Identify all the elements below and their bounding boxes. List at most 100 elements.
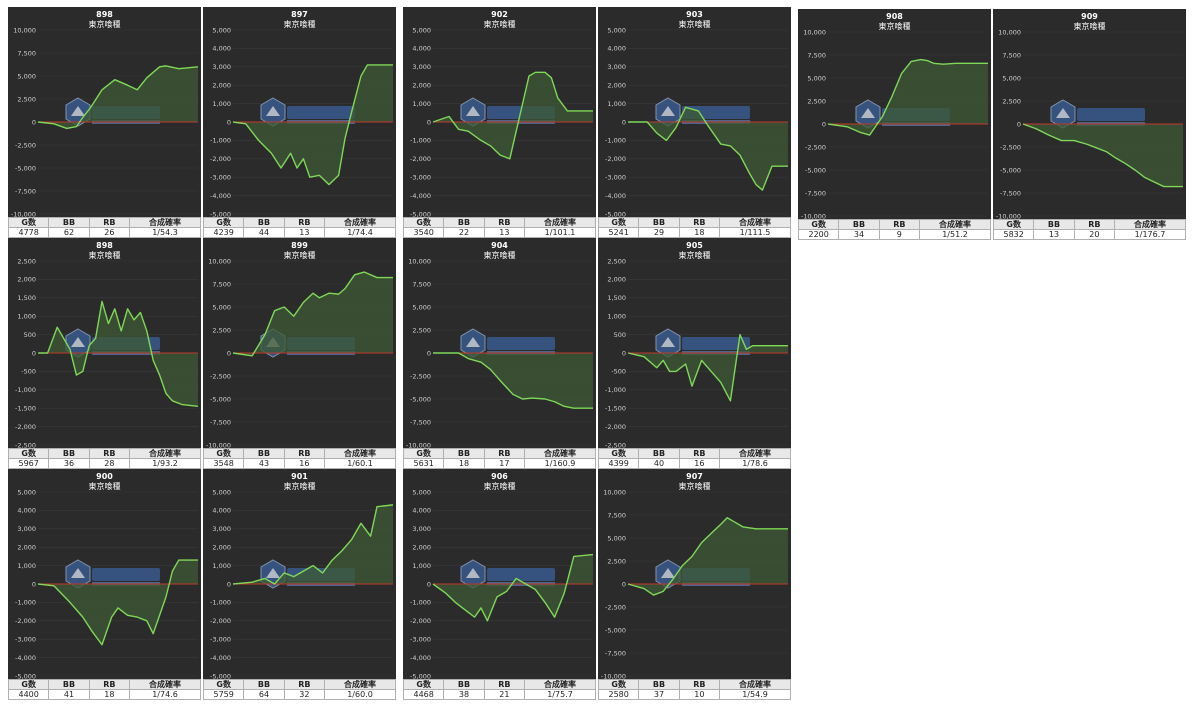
machine-number: 902 — [491, 10, 508, 19]
y-tick-label: -5,000 — [210, 672, 231, 679]
machine-name: 東京喰種 — [284, 250, 316, 260]
rb-value: 10 — [678, 689, 721, 700]
y-tick-label: 0 — [1017, 120, 1021, 128]
g-value: 5631 — [402, 458, 445, 469]
series-area — [433, 353, 593, 409]
y-tick-label: 5,000 — [17, 72, 36, 80]
series-area — [233, 504, 393, 584]
bb-value: 13 — [1033, 229, 1075, 240]
y-tick-label: -1,000 — [15, 386, 36, 394]
chart-panel: 898 東京喰種 10,000 7,500 5,000 2,500 0 -2,500 -5,00… — [7, 7, 201, 238]
bb-header: BB — [243, 448, 285, 459]
y-tick-label: 1,000 — [17, 313, 36, 321]
g-header: G数 — [7, 448, 50, 459]
rb-value: 32 — [283, 689, 326, 700]
series-area — [628, 334, 788, 401]
y-tick-label: -1,500 — [15, 405, 36, 413]
y-tick-label: -10,000 — [996, 212, 1021, 219]
chart-panel: 906 東京喰種 5,000 4,000 3,000 2,000 1,000 0 -1,000 -… — [402, 469, 596, 700]
bb-value: 34 — [838, 229, 880, 240]
bb-header: BB — [1033, 219, 1075, 230]
g-header: G数 — [597, 679, 640, 690]
bb-header: BB — [838, 219, 880, 230]
chart-panel: 900 東京喰種 5,000 4,000 3,000 2,000 1,000 0 -1,000 -… — [7, 469, 201, 700]
bb-value: 38 — [443, 689, 485, 700]
y-tick-label: -7,500 — [805, 189, 826, 197]
y-tick-label: 3,000 — [607, 63, 626, 71]
y-tick-label: 3,000 — [412, 63, 431, 71]
rb-value: 16 — [678, 458, 721, 469]
y-tick-label: -5,000 — [805, 166, 826, 174]
series-area — [628, 517, 788, 596]
rb-value: 21 — [483, 689, 526, 700]
rate-value: 1/51.2 — [919, 229, 991, 240]
bb-header: BB — [48, 217, 90, 228]
chart-panel: 909 東京喰種 10,000 7,500 5,000 2,500 0 -2,500 -5,00… — [992, 9, 1186, 240]
stats-table: G数 BB RB 合成確率 3540 22 13 1/101.1 — [402, 217, 596, 238]
y-tick-label: 0 — [32, 118, 36, 126]
chart-panel: 904 東京喰種 10,000 7,500 5,000 2,500 0 -2,500 -5,00… — [402, 238, 596, 469]
machine-name: 東京喰種 — [89, 250, 121, 260]
bb-value: 41 — [48, 689, 90, 700]
machine-number: 903 — [686, 10, 703, 19]
series-area — [38, 560, 198, 645]
y-tick-label: -4,000 — [410, 192, 431, 200]
bb-value: 22 — [443, 227, 485, 238]
stats-table: G数 BB RB 合成確率 5967 36 28 1/93.2 — [7, 448, 201, 469]
stats-table: G数 BB RB 合成確率 4400 41 18 1/74.6 — [7, 679, 201, 700]
g-header: G数 — [7, 217, 50, 228]
series-line — [38, 300, 199, 408]
rb-header: RB — [878, 219, 921, 230]
y-tick-label: -5,000 — [1000, 166, 1021, 174]
y-tick-label: -4,000 — [15, 654, 36, 662]
g-value: 4399 — [597, 458, 640, 469]
rb-header: RB — [1073, 219, 1116, 230]
rate-header: 合成確率 — [1114, 219, 1186, 230]
machine-number: 904 — [491, 241, 508, 250]
chart-panel: 899 東京喰種 10,000 7,500 5,000 2,500 0 -2,500 -5,00… — [202, 238, 396, 469]
y-tick-label: -10,000 — [206, 441, 231, 448]
y-tick-label: 7,500 — [17, 49, 36, 57]
rate-value: 1/54.3 — [129, 227, 201, 238]
machine-name: 東京喰種 — [679, 250, 711, 260]
rb-value: 18 — [88, 689, 131, 700]
rate-value: 1/74.6 — [129, 689, 201, 700]
g-value: 4778 — [7, 227, 50, 238]
rate-header: 合成確率 — [524, 217, 596, 228]
y-tick-label: -3,000 — [410, 636, 431, 644]
series-area — [828, 59, 988, 136]
y-tick-label: -4,000 — [210, 654, 231, 662]
chart-panel: 901 東京喰種 5,000 4,000 3,000 2,000 1,000 0 -1,000 -… — [202, 469, 396, 700]
y-tick-label: -5,000 — [410, 395, 431, 403]
y-tick-label: 1,000 — [412, 100, 431, 108]
machine-number: 898 — [96, 241, 113, 250]
watermark-logo — [1050, 99, 1145, 129]
y-tick-label: 5,000 — [17, 488, 36, 496]
bb-header: BB — [638, 217, 680, 228]
y-tick-label: 4,000 — [17, 507, 36, 515]
g-header: G数 — [202, 217, 245, 228]
y-tick-label: 10,000 — [208, 257, 231, 265]
bb-header: BB — [443, 679, 485, 690]
rate-header: 合成確率 — [129, 217, 201, 228]
y-tick-label: 4,000 — [607, 45, 626, 53]
y-tick-label: -2,000 — [605, 423, 626, 431]
y-tick-label: 2,000 — [412, 82, 431, 90]
chart-area: 907 東京喰種 10,000 7,500 5,000 2,500 0 -2,500 -5,00… — [598, 469, 791, 679]
y-tick-label: -5,000 — [210, 210, 231, 217]
y-tick-label: -4,000 — [605, 192, 626, 200]
chart-area: 897 東京喰種 5,000 4,000 3,000 2,000 1,000 0 -1,000 -… — [203, 7, 396, 217]
y-tick-label: -7,500 — [1000, 189, 1021, 197]
y-tick-label: 7,500 — [807, 51, 826, 59]
y-tick-label: 3,000 — [17, 525, 36, 533]
y-tick-label: 0 — [622, 349, 626, 357]
y-tick-label: 1,000 — [17, 562, 36, 570]
rate-header: 合成確率 — [524, 679, 596, 690]
machine-number: 899 — [291, 241, 308, 250]
stats-table: G数 BB RB 合成確率 3548 43 16 1/60.1 — [202, 448, 396, 469]
y-tick-label: 0 — [427, 580, 431, 588]
chart-panel: 898 東京喰種 2,500 2,000 1,500 1,000 500 0 -500 -1,00… — [7, 238, 201, 469]
